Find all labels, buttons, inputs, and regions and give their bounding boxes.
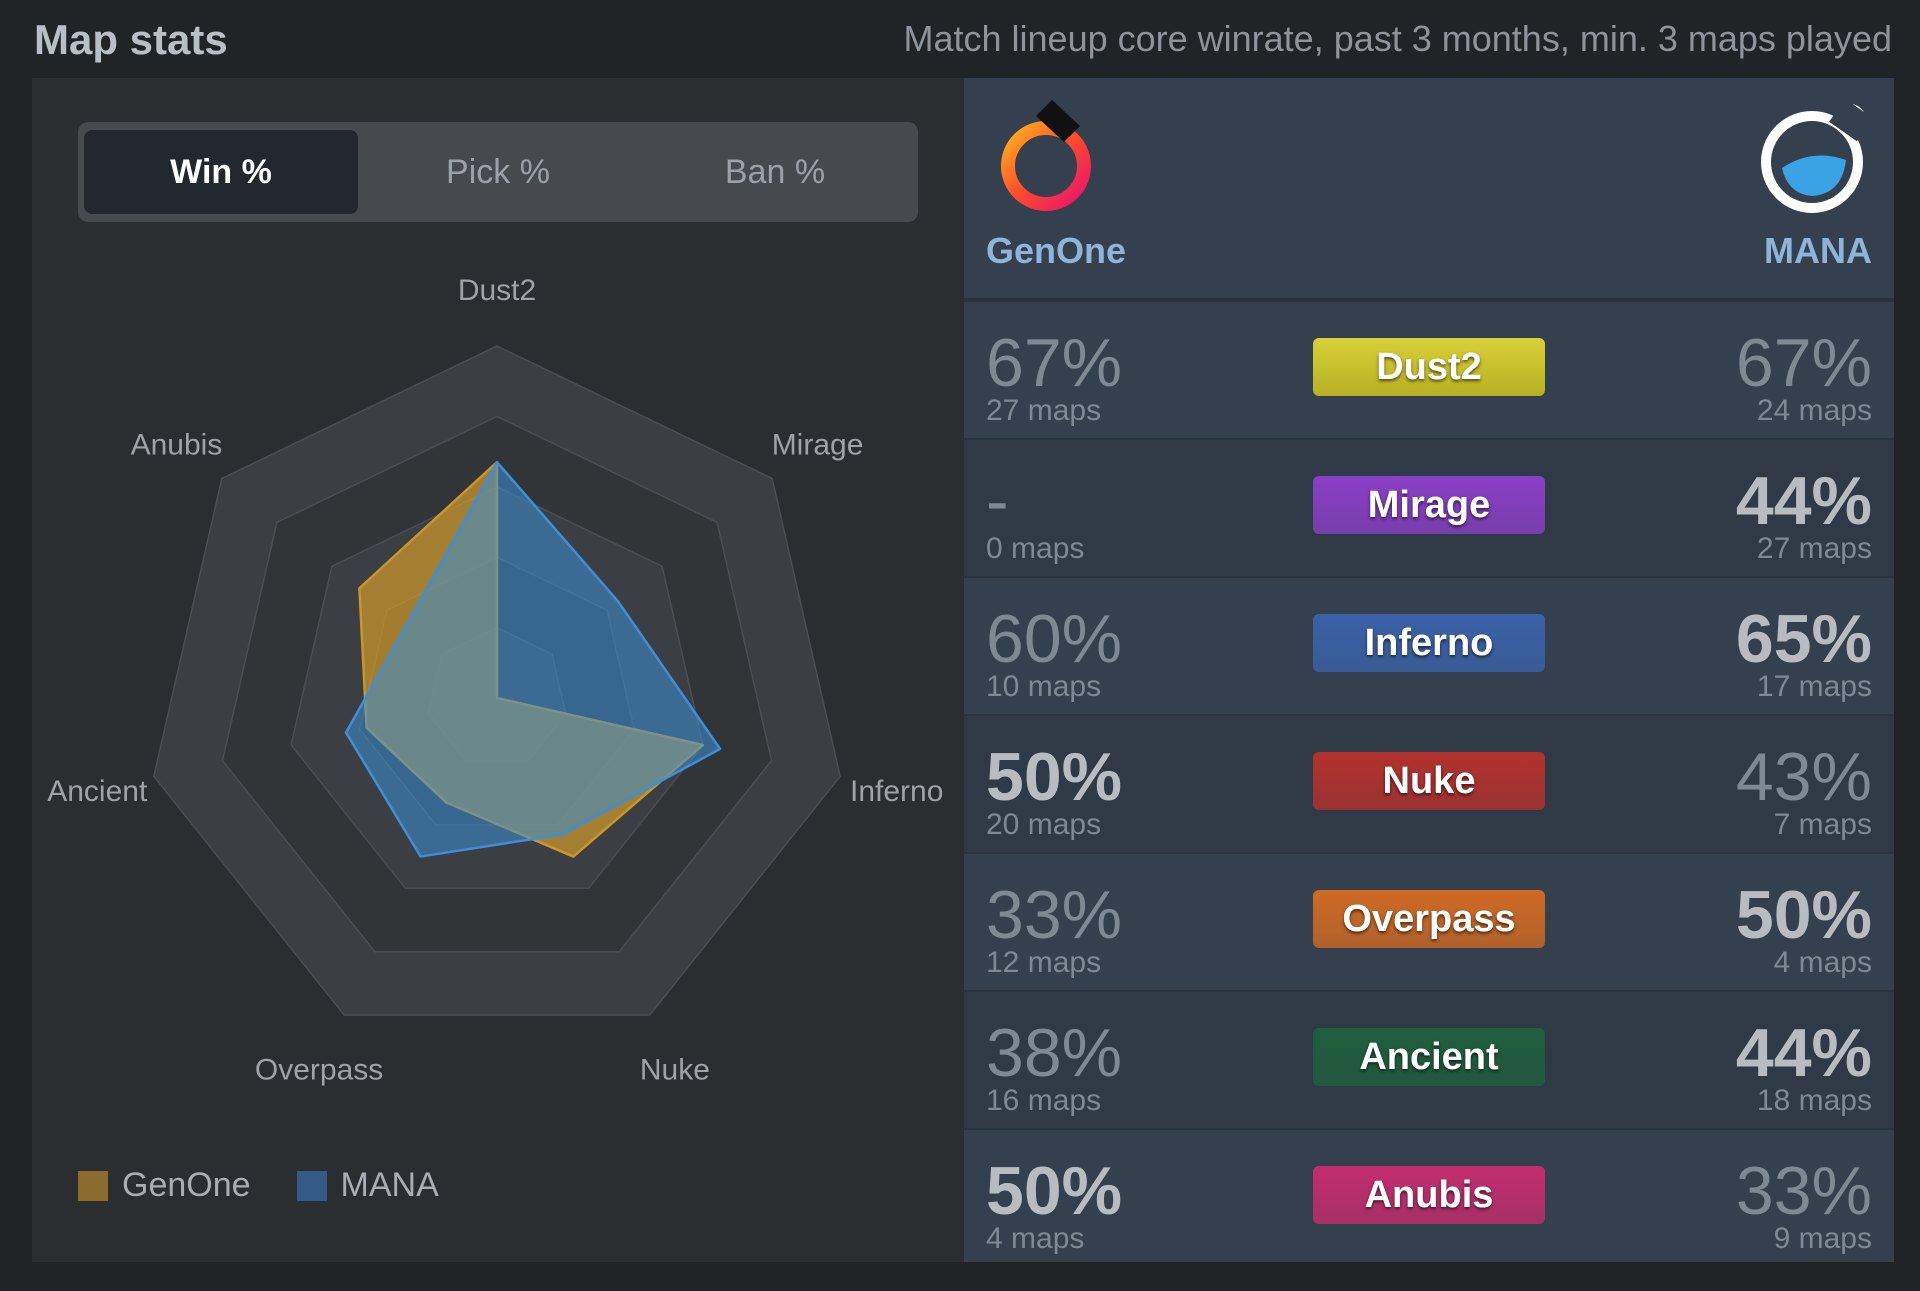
map-row-nuke: 50% 20 maps Nuke 43% 7 maps — [964, 714, 1894, 852]
genone-logo-icon — [1001, 100, 1091, 211]
right-winrate: 44% — [1735, 1015, 1872, 1091]
right-winrate: 33% — [1735, 1153, 1872, 1229]
map-badge-overpass[interactable]: Overpass — [1313, 890, 1545, 948]
axis-label-nuke: Nuke — [640, 1053, 710, 1086]
map-row-overpass: 33% 12 maps Overpass 50% 4 maps — [964, 852, 1894, 990]
page-title: Map stats — [34, 16, 228, 63]
map-badge-anubis[interactable]: Anubis — [1313, 1166, 1545, 1224]
legend-item-mana: MANA — [296, 1166, 439, 1205]
stat-tabs: Win % Pick % Ban % — [78, 122, 918, 222]
left-winrate: 33% — [986, 877, 1123, 953]
axis-label-dust2: Dust2 — [458, 274, 536, 307]
map-stats-panel: GenOne MANA 67% 27 maps Dust2 67% 24 maps -0 … — [964, 78, 1894, 1262]
team-header: GenOne MANA — [964, 78, 1894, 300]
axis-label-overpass: Overpass — [255, 1053, 383, 1086]
left-winrate: 50% — [986, 739, 1123, 815]
left-maps-played: 4 maps — [986, 1222, 1085, 1255]
map-badge-nuke[interactable]: Nuke — [1313, 752, 1545, 810]
legend-label: MANA — [340, 1166, 439, 1204]
left-maps-played: 10 maps — [986, 670, 1102, 703]
right-maps-played: 4 maps — [1773, 946, 1872, 979]
axis-label-inferno: Inferno — [850, 775, 943, 808]
right-winrate: 65% — [1735, 601, 1872, 677]
page-subtitle: Match lineup core winrate, past 3 months… — [903, 18, 1893, 59]
axis-label-ancient: Ancient — [47, 775, 148, 808]
right-maps-played: 17 maps — [1756, 670, 1872, 703]
left-winrate: - — [986, 463, 1009, 539]
left-maps-played: 27 maps — [986, 394, 1102, 427]
mana-logo-icon — [1761, 98, 1873, 213]
map-row-ancient: 38% 16 maps Ancient 44% 18 maps — [964, 990, 1894, 1128]
map-row-dust2: 67% 27 maps Dust2 67% 24 maps — [964, 300, 1894, 438]
team-name-right: MANA — [1764, 230, 1872, 271]
right-maps-played: 24 maps — [1756, 394, 1872, 427]
left-winrate: 60% — [986, 601, 1123, 677]
left-maps-played: 0 maps — [986, 532, 1085, 565]
right-maps-played: 7 maps — [1773, 808, 1872, 841]
right-winrate: 44% — [1735, 463, 1872, 539]
map-badge-ancient[interactable]: Ancient — [1313, 1028, 1545, 1086]
radar-series-mana — [344, 460, 722, 858]
map-badge-dust2[interactable]: Dust2 — [1313, 338, 1545, 396]
map-row-anubis: 50% 4 maps Anubis 33% 9 maps — [964, 1128, 1894, 1266]
left-maps-played: 20 maps — [986, 808, 1102, 841]
left-winrate: 50% — [986, 1153, 1123, 1229]
map-row-inferno: 60% 10 maps Inferno 65% 17 maps — [964, 576, 1894, 714]
tab-ban-pct[interactable]: Ban % — [724, 152, 826, 191]
chart-legend: GenOne MANA — [78, 1166, 485, 1205]
tab-pick-pct[interactable]: Pick % — [446, 152, 550, 191]
axis-label-anubis: Anubis — [131, 428, 223, 461]
right-winrate: 50% — [1735, 877, 1872, 953]
axis-label-mirage: Mirage — [772, 428, 864, 461]
right-maps-played: 9 maps — [1773, 1222, 1872, 1255]
team-name-left: GenOne — [986, 230, 1127, 271]
legend-label: GenOne — [122, 1166, 251, 1204]
right-winrate: 67% — [1735, 325, 1872, 401]
left-maps-played: 16 maps — [986, 1084, 1102, 1117]
map-row-mirage: -0 maps Mirage 44% 27 maps — [964, 438, 1894, 576]
legend-swatch — [296, 1170, 327, 1201]
legend-item-genone: GenOne — [78, 1166, 251, 1205]
left-winrate: 38% — [986, 1015, 1123, 1091]
radar-panel: Win % Pick % Ban % Dust2 Mirage Inferno Nuk… — [32, 78, 964, 1262]
map-badge-inferno[interactable]: Inferno — [1313, 614, 1545, 672]
map-badge-mirage[interactable]: Mirage — [1313, 476, 1545, 534]
right-winrate: 43% — [1735, 739, 1872, 815]
right-maps-played: 18 maps — [1756, 1084, 1872, 1117]
tab-win-pct[interactable]: Win % — [84, 130, 358, 214]
legend-swatch — [78, 1170, 108, 1201]
left-maps-played: 12 maps — [986, 946, 1102, 979]
radar-chart: Dust2 Mirage Inferno Nuke Overpass Ancient Anu… — [47, 274, 943, 1086]
left-winrate: 67% — [986, 325, 1123, 401]
right-maps-played: 27 maps — [1756, 532, 1872, 565]
